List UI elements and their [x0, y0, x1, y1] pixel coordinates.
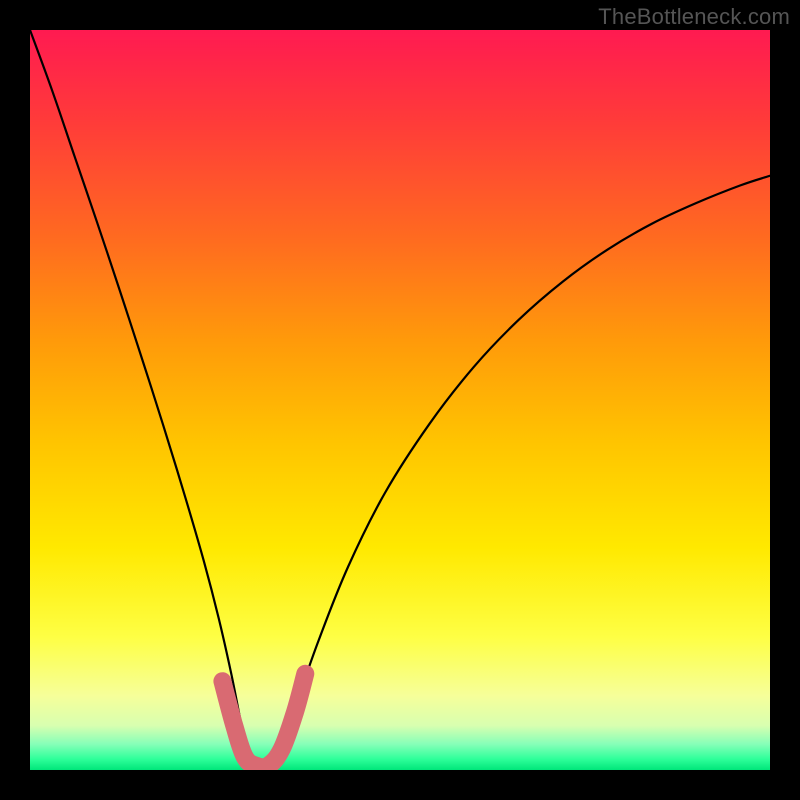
figure-root: TheBottleneck.com	[0, 0, 800, 800]
chart-svg	[0, 0, 800, 800]
watermark-text: TheBottleneck.com	[598, 4, 790, 30]
plot-area	[30, 30, 770, 770]
